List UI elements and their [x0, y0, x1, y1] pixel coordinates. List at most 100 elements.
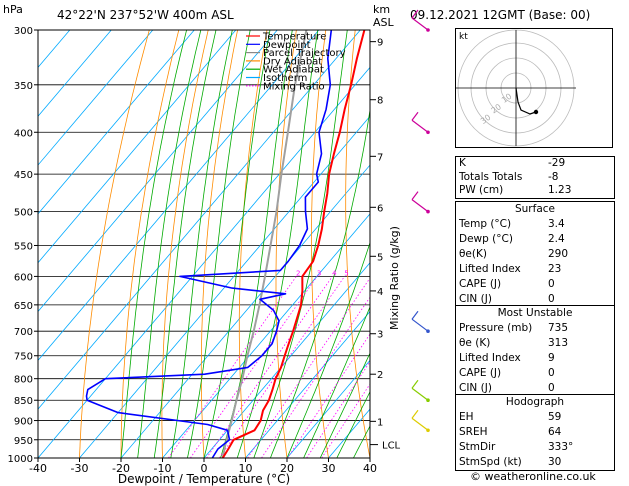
dry-adiabat-line — [238, 30, 268, 458]
mixing-ratio-line — [306, 360, 370, 458]
temperature-tick-label: 20 — [280, 462, 294, 475]
index-row-k: K -29 — [459, 157, 566, 169]
wind-barb-flag — [411, 379, 419, 389]
mixing-ratio-line — [287, 333, 370, 458]
km-tick-label: 5 — [377, 252, 383, 263]
legend-label: Dry Adiabat — [263, 56, 322, 67]
temperature-tick-label: -20 — [112, 462, 130, 475]
wind-barb-flag — [411, 409, 419, 419]
hodograph-stats-panel: Hodograph EH 59 SREH 64 StmDir 333° StmSpd … — [455, 394, 615, 471]
km-tick-label: 9 — [377, 38, 383, 49]
index-row-totals: Totals Totals -8 — [459, 170, 559, 183]
dry-adiabat-line — [161, 30, 209, 458]
surface-row: CIN (J) 0 — [459, 293, 555, 305]
isotherm-line — [38, 30, 195, 215]
parcel-trajectory-line — [221, 30, 308, 458]
legend-label: Mixing Ratio — [263, 81, 325, 92]
surface-row: Lifted Index 23 — [459, 263, 562, 275]
mu-row: CAPE (J) 0 — [459, 367, 555, 379]
mixing-ratio-line — [219, 276, 345, 458]
isotherm-line — [38, 30, 71, 69]
wind-barb-dot — [426, 428, 430, 433]
isotherm-line — [38, 30, 278, 313]
isotherm-line — [38, 30, 237, 264]
dry-adiabat-line — [345, 30, 370, 458]
wet-adiabat-line — [236, 30, 319, 458]
wind-barb-dot — [426, 130, 430, 135]
km-tick-label: 2 — [377, 370, 383, 381]
temperature-tick-label: 10 — [239, 462, 253, 475]
mixing-ratio-axis-label: Mixing Ratio (g/kg) — [388, 226, 401, 330]
hodograph-stats-title: Hodograph — [505, 396, 565, 408]
dry-adiabat-line — [411, 30, 453, 458]
km-tick-label: 6 — [377, 203, 383, 214]
isotherm-line — [286, 359, 370, 458]
wet-adiabat-line — [336, 390, 370, 458]
mixing-ratio-line — [261, 296, 370, 458]
wind-barb-flag — [411, 191, 419, 200]
hodo-row: EH 59 — [459, 411, 562, 423]
isotherm-line — [38, 30, 112, 117]
wind-barb-shaft — [411, 417, 429, 431]
temperature-tick-label: 0 — [201, 462, 208, 475]
isotherm-line — [162, 213, 370, 458]
mixing-ratio-line — [206, 276, 333, 458]
dry-adiabat-line — [620, 30, 629, 458]
temperature-tick-label: 30 — [322, 462, 336, 475]
mu-row: Lifted Index 9 — [459, 352, 555, 364]
wind-barb-flag — [411, 310, 419, 320]
wind-barb-dot — [426, 28, 430, 32]
credit-text: © weatheronline.co.uk — [470, 470, 596, 483]
surface-row: θe(K) 290 — [459, 248, 569, 260]
location-title: 42°22'N 237°52'W 400m ASL — [57, 8, 234, 22]
mixing-ratio-label: 8 — [371, 269, 375, 277]
pressure-tick-label: 750 — [14, 352, 33, 363]
pressure-tick-label: 600 — [14, 272, 33, 283]
pressure-tick-label: 300 — [14, 26, 33, 37]
surface-row: Temp (°C) 3.4 — [459, 218, 565, 230]
index-row-pw: PW (cm) 1.23 — [459, 184, 572, 196]
legend-label: Dewpoint — [263, 40, 311, 51]
mixing-ratio-line — [247, 277, 370, 458]
wet-adiabat-line — [153, 30, 217, 458]
pressure-tick-label: 400 — [14, 128, 33, 139]
pressure-tick-label: 850 — [14, 396, 33, 407]
most-unstable-title: Most Unstable — [497, 307, 573, 319]
asl-unit-label: ASL — [373, 16, 394, 29]
legend-label: Temperature — [262, 32, 326, 43]
pressure-tick-label: 1000 — [8, 454, 33, 465]
wet-adiabat-line — [270, 107, 370, 458]
pressure-tick-label: 350 — [14, 81, 33, 92]
hodo-row: StmDir 333° — [459, 441, 574, 453]
isotherm-line — [120, 164, 370, 458]
isotherm-line — [245, 310, 370, 458]
wind-barb-shaft — [411, 199, 429, 213]
surface-panel: Surface Temp (°C) 3.4 Dewp (°C) 2.4 θe(K) 2… — [455, 201, 615, 308]
hpa-unit-label: hPa — [3, 3, 23, 16]
most-unstable-panel: Most Unstable Pressure (mb) 735 θe (K) 313… — [455, 305, 615, 397]
plot-frame — [37, 29, 371, 459]
wet-adiabat-line — [187, 30, 251, 458]
isotherm-line — [38, 30, 154, 166]
hodo-row: SREH 64 — [459, 426, 562, 438]
legend-label: Wet Adiabat — [263, 65, 324, 76]
wet-adiabat-line — [170, 30, 233, 458]
pressure-tick-label: 950 — [14, 436, 33, 447]
temperature-tick-label: -10 — [154, 462, 172, 475]
wind-barb-dot — [426, 209, 430, 214]
x-axis-label: Dewpoint / Temperature (°C) — [118, 472, 290, 486]
legend-label: Parcel Trajectory — [263, 48, 346, 59]
wind-barb-flag — [411, 9, 419, 19]
mu-row: CIN (J) 0 — [459, 382, 555, 394]
wind-barb-flag — [411, 111, 419, 121]
mixing-ratio-label: 5 — [344, 269, 348, 277]
wind-barb-shaft — [411, 318, 429, 332]
wet-adiabat-line — [203, 30, 271, 458]
mu-row: Pressure (mb) 735 — [459, 322, 569, 334]
datetime-title: 09.12.2021 12GMT (Base: 00) — [410, 8, 591, 22]
pressure-tick-label: 450 — [14, 170, 33, 181]
mixing-ratio-label: 15 — [406, 269, 415, 277]
temperature-tick-label: -40 — [29, 462, 47, 475]
wind-barb-dot — [426, 398, 430, 403]
